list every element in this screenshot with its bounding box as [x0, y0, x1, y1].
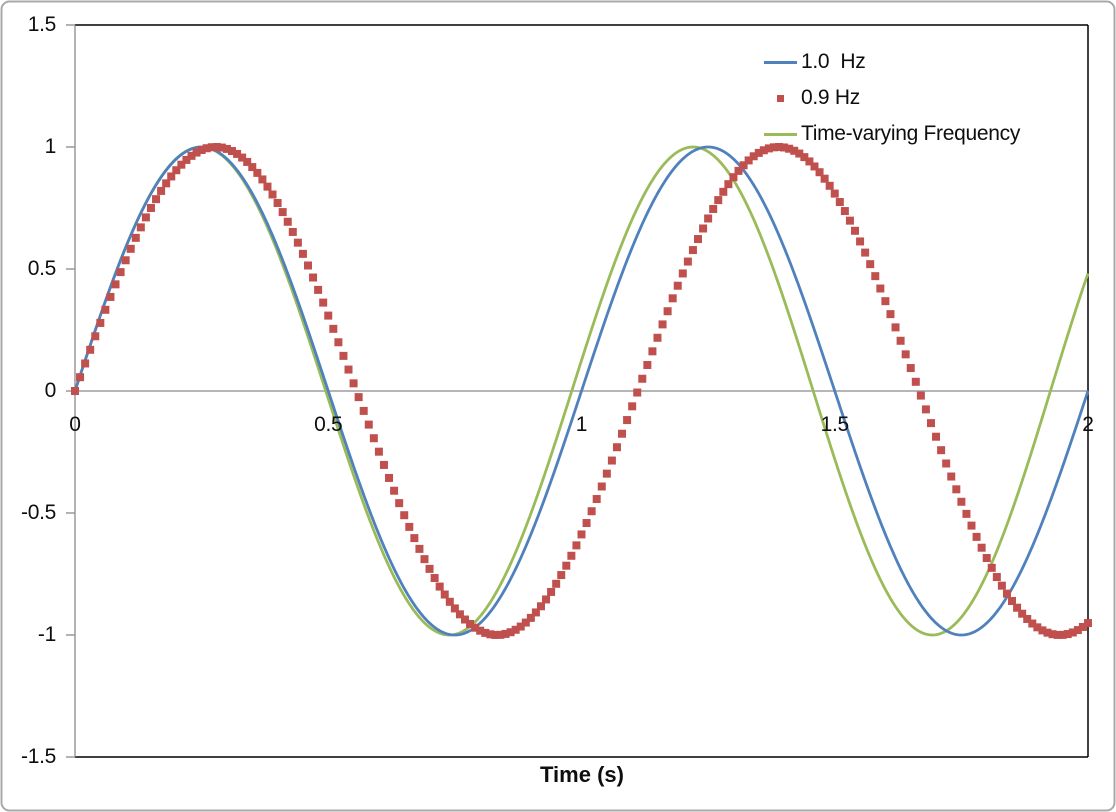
y-tick-label: -1.5 — [21, 745, 56, 768]
y-tick-label: 0 — [44, 379, 57, 402]
x-tick-label: 2 — [1082, 413, 1094, 436]
swatch-shape — [764, 60, 797, 64]
series-markers-0-9-hz — [71, 143, 1092, 639]
y-tick-label: 1 — [44, 135, 57, 158]
legend-item-0-9-hz: 0.9 Hz — [764, 80, 860, 116]
series-line-1-0-hz — [73, 145, 1090, 637]
x-tick-label: 1.5 — [820, 413, 850, 436]
y-tick-label: -1 — [37, 623, 56, 646]
y-tick-label: 0.5 — [27, 257, 57, 280]
y-tick-label: -0.5 — [21, 501, 56, 524]
y-tick-label: 1.5 — [27, 13, 57, 36]
legend-label: Time-varying Frequency — [801, 122, 1021, 145]
legend-line-swatch-icon — [764, 132, 798, 136]
legend-item-1-0-hz: 1.0 Hz — [764, 44, 866, 80]
legend-item-time-varying-frequency: Time-varying Frequency — [764, 116, 1020, 152]
swatch-shape — [777, 94, 784, 102]
legend-line-swatch-icon — [764, 60, 798, 64]
x-axis-title: Time (s) — [540, 762, 624, 787]
legend-square-marker-icon — [764, 94, 798, 102]
swatch-shape — [764, 132, 797, 136]
x-tick-label: 0 — [69, 413, 81, 436]
x-tick-label: 1 — [575, 413, 588, 436]
legend-label: 0.9 Hz — [801, 86, 860, 109]
x-tick-label: 0.5 — [314, 413, 343, 436]
legend-label: 1.0 Hz — [801, 50, 866, 73]
